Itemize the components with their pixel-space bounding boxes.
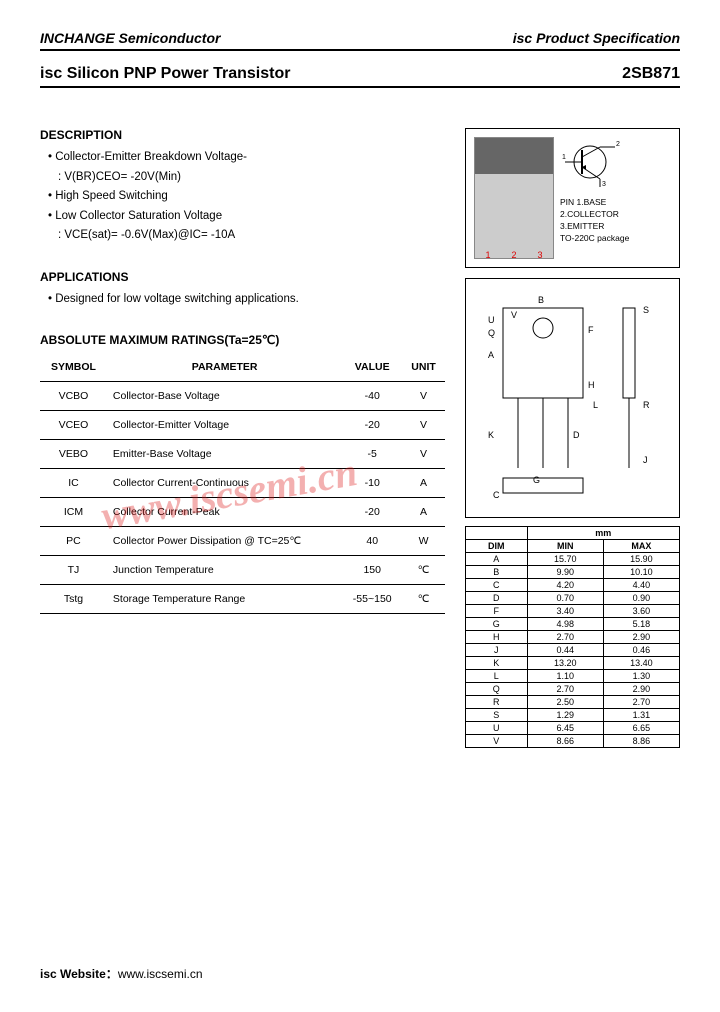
table-row: A15.7015.90 <box>466 553 680 566</box>
lead-2: 2 <box>511 250 516 260</box>
svg-text:G: G <box>533 475 540 485</box>
outline-drawing: B A F U Q H K G C D L S J R V <box>465 278 680 518</box>
svg-text:Q: Q <box>488 328 495 338</box>
part-number: 2SB871 <box>622 65 680 83</box>
table-row: S1.291.31 <box>466 709 680 722</box>
table-row: U6.456.65 <box>466 722 680 735</box>
ratings-table: SYMBOLPARAMETERVALUEUNIT VCBOCollector-B… <box>40 353 445 614</box>
product-title: isc Silicon PNP Power Transistor <box>40 65 290 83</box>
svg-text:D: D <box>573 430 580 440</box>
svg-text:K: K <box>488 430 494 440</box>
table-row: TstgStorage Temperature Range-55~150℃ <box>40 585 445 614</box>
ratings-col: PARAMETER <box>107 353 342 382</box>
table-row: B9.9010.10 <box>466 566 680 579</box>
description-item: Low Collector Saturation Voltage <box>48 207 445 227</box>
svg-text:1: 1 <box>562 154 566 161</box>
package-name: TO-220C package <box>560 233 629 245</box>
table-row: R2.502.70 <box>466 696 680 709</box>
table-row: ICCollector Current-Continuous-10A <box>40 469 445 498</box>
application-item: Designed for low voltage switching appli… <box>48 290 445 310</box>
dim-unit: mm <box>527 527 679 540</box>
table-row: VCEOCollector-Emitter Voltage-20V <box>40 411 445 440</box>
svg-text:J: J <box>643 455 648 465</box>
table-row: VCBOCollector-Base Voltage-40V <box>40 382 445 411</box>
title-rule <box>40 86 680 88</box>
footer: isc Website：www.iscsemi.cn <box>40 965 203 982</box>
ratings-col: VALUE <box>342 353 402 382</box>
header: INCHANGE Semiconductor isc Product Speci… <box>40 30 680 46</box>
table-row: J0.440.46 <box>466 644 680 657</box>
description-item: High Speed Switching <box>48 187 445 207</box>
table-row: VEBOEmitter-Base Voltage-5V <box>40 440 445 469</box>
applications-list: Designed for low voltage switching appli… <box>48 290 445 310</box>
pin-2: 2.COLLECTOR <box>560 209 629 221</box>
svg-text:L: L <box>593 400 598 410</box>
table-row: V8.668.86 <box>466 735 680 748</box>
pin-heading: PIN <box>560 197 574 207</box>
table-row: C4.204.40 <box>466 579 680 592</box>
footer-url: www.iscsemi.cn <box>118 967 203 981</box>
svg-text:C: C <box>493 490 500 500</box>
lead-3: 3 <box>537 250 542 260</box>
dim-col: MIN <box>527 540 603 553</box>
dim-col: DIM <box>466 540 528 553</box>
svg-text:V: V <box>511 310 517 320</box>
pin-1: 1.BASE <box>577 197 607 207</box>
applications-heading: APPLICATIONS <box>40 270 445 284</box>
table-row: G4.985.18 <box>466 618 680 631</box>
table-row: H2.702.90 <box>466 631 680 644</box>
svg-text:F: F <box>588 325 594 335</box>
svg-text:3: 3 <box>602 181 606 187</box>
pin-legend: 1 2 3 PIN 1.BASE 2.COLLECTOR 3.EMITTER T… <box>560 137 629 259</box>
svg-text:S: S <box>643 305 649 315</box>
svg-text:A: A <box>488 350 494 360</box>
table-row: L1.101.30 <box>466 670 680 683</box>
table-row: PCCollector Power Dissipation @ TC=25℃40… <box>40 527 445 556</box>
company-name: INCHANGE Semiconductor <box>40 30 220 46</box>
outline-svg-icon: B A F U Q H K G C D L S J R V <box>473 288 673 508</box>
svg-text:B: B <box>538 295 544 305</box>
package-box: 1 2 3 1 2 3 P <box>465 128 680 268</box>
footer-label: isc Website： <box>40 967 118 981</box>
title-row: isc Silicon PNP Power Transistor 2SB871 <box>40 65 680 83</box>
pin-3: 3.EMITTER <box>560 221 629 233</box>
description-heading: DESCRIPTION <box>40 128 445 142</box>
ratings-heading: ABSOLUTE MAXIMUM RATINGS(Ta=25℃) <box>40 333 445 347</box>
table-row: K13.2013.40 <box>466 657 680 670</box>
description-item: : VCE(sat)= -0.6V(Max)@IC= -10A <box>58 226 445 246</box>
svg-text:R: R <box>643 400 650 410</box>
table-row: TJJunction Temperature150℃ <box>40 556 445 585</box>
svg-text:U: U <box>488 315 495 325</box>
package-photo: 1 2 3 <box>474 137 554 259</box>
svg-text:H: H <box>588 380 595 390</box>
description-item: Collector-Emitter Breakdown Voltage- <box>48 148 445 168</box>
svg-text:2: 2 <box>616 141 620 148</box>
ratings-col: UNIT <box>402 353 445 382</box>
table-row: Q2.702.90 <box>466 683 680 696</box>
transistor-symbol-icon: 1 2 3 <box>560 137 620 187</box>
description-item: : V(BR)CEO= -20V(Min) <box>58 168 445 188</box>
ratings-col: SYMBOL <box>40 353 107 382</box>
table-row: D0.700.90 <box>466 592 680 605</box>
dim-col: MAX <box>603 540 679 553</box>
table-row: F3.403.60 <box>466 605 680 618</box>
description-list: Collector-Emitter Breakdown Voltage-: V(… <box>48 148 445 246</box>
table-row: ICMCollector Current-Peak-20A <box>40 498 445 527</box>
dimensions-table: mm DIMMINMAX A15.7015.90B9.9010.10C4.204… <box>465 526 680 748</box>
lead-1: 1 <box>485 250 490 260</box>
doc-type: isc Product Specification <box>513 30 680 46</box>
header-rule <box>40 49 680 51</box>
